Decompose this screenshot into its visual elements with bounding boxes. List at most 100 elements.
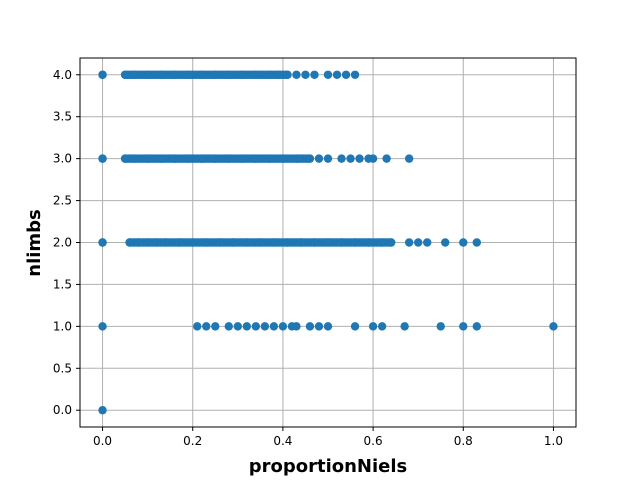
scatter-point	[269, 322, 279, 331]
x-tick-label: 0.2	[183, 434, 202, 448]
data-points	[98, 70, 558, 415]
scatter-point	[436, 322, 445, 331]
y-axis-label: nlimbs	[24, 209, 45, 277]
scatter-point	[404, 154, 414, 163]
scatter-point	[404, 238, 414, 247]
scatter-point	[238, 70, 247, 79]
scatter-point	[283, 238, 292, 247]
scatter-point	[459, 238, 468, 247]
scatter-point	[224, 322, 233, 331]
scatter-point	[125, 238, 134, 247]
scatter-point	[337, 238, 346, 247]
y-tick-label: 0.5	[53, 361, 72, 375]
scatter-point	[382, 154, 391, 163]
scatter-point	[184, 70, 193, 79]
scatter-point	[260, 322, 270, 331]
scatter-point	[364, 238, 373, 247]
scatter-point	[269, 238, 279, 247]
scatter-point	[400, 322, 409, 331]
scatter-point	[256, 238, 265, 247]
scatter-point	[188, 238, 197, 247]
scatter-point	[229, 238, 238, 247]
y-tick-label: 1.5	[53, 277, 72, 291]
scatter-point	[310, 238, 319, 247]
scatter-point	[296, 238, 306, 247]
scatter-point	[161, 238, 170, 247]
x-tick-label: 0.6	[364, 434, 383, 448]
scatter-point	[224, 154, 233, 163]
scatter-point	[323, 238, 333, 247]
scatter-point	[224, 70, 233, 79]
scatter-point	[251, 322, 261, 331]
scatter-point	[98, 154, 107, 163]
scatter-point	[386, 238, 396, 247]
scatter-point	[238, 154, 247, 163]
scatter-point	[274, 70, 283, 79]
scatter-point	[292, 70, 301, 79]
scatter-point	[120, 70, 130, 79]
scatter-point	[129, 70, 139, 79]
scatter-point	[323, 322, 333, 331]
scatter-point	[242, 238, 252, 247]
scatter-point	[265, 70, 274, 79]
scatter-point	[332, 70, 342, 79]
scatter-point	[323, 70, 333, 79]
scatter-point	[292, 322, 301, 331]
x-tick-label: 0.0	[93, 434, 112, 448]
scatter-point	[283, 70, 292, 79]
scatter-point	[265, 154, 274, 163]
x-axis-ticks: 0.0 0.2 0.4 0.6 0.8 1.0	[93, 427, 563, 448]
scatter-point	[337, 154, 346, 163]
scatter-point	[242, 322, 252, 331]
scatter-point	[156, 154, 166, 163]
scatter-point	[441, 238, 450, 247]
y-tick-label: 0.0	[53, 403, 72, 417]
scatter-point	[202, 238, 211, 247]
scatter-point	[184, 154, 193, 163]
scatter-point	[459, 322, 468, 331]
scatter-point	[377, 322, 387, 331]
scatter-point	[202, 322, 211, 331]
scatter-point	[98, 322, 107, 331]
scatter-point	[350, 322, 360, 331]
scatter-point	[355, 154, 364, 163]
scatter-point	[98, 238, 107, 247]
scatter-point	[215, 238, 224, 247]
scatter-point	[143, 238, 152, 247]
scatter-point	[314, 154, 324, 163]
scatter-point	[193, 322, 202, 331]
scatter-point	[211, 70, 220, 79]
scatter-point	[134, 238, 143, 247]
scatter-point	[472, 322, 481, 331]
scatter-point	[314, 322, 324, 331]
scatter-point	[170, 154, 179, 163]
scatter-point	[310, 70, 319, 79]
scatter-point	[98, 70, 107, 79]
x-tick-label: 1.0	[544, 434, 563, 448]
x-tick-label: 0.8	[454, 434, 473, 448]
scatter-point	[156, 70, 166, 79]
scatter-point	[211, 154, 220, 163]
y-axis-ticks: 0.0 0.5 1.0 1.5 2.0 2.5 3.0 3.5 4.0	[53, 68, 80, 417]
scatter-point	[152, 238, 161, 247]
scatter-point	[197, 70, 206, 79]
scatter-point	[350, 70, 360, 79]
scatter-point	[341, 70, 351, 79]
scatter-point	[211, 322, 220, 331]
scatter-point	[197, 154, 206, 163]
scatter-point	[278, 154, 288, 163]
scatter-point	[472, 238, 481, 247]
scatter-point	[278, 322, 288, 331]
scatter-point	[143, 154, 152, 163]
scatter-point	[251, 154, 261, 163]
scatter-point	[175, 238, 184, 247]
scatter-point	[233, 322, 243, 331]
scatter-point	[170, 70, 179, 79]
scatter-point	[305, 322, 315, 331]
scatter-point	[143, 70, 152, 79]
scatter-point	[301, 70, 310, 79]
scatter-point	[377, 238, 387, 247]
scatter-point	[292, 154, 301, 163]
x-tick-label: 0.4	[273, 434, 292, 448]
scatter-point	[305, 154, 315, 163]
